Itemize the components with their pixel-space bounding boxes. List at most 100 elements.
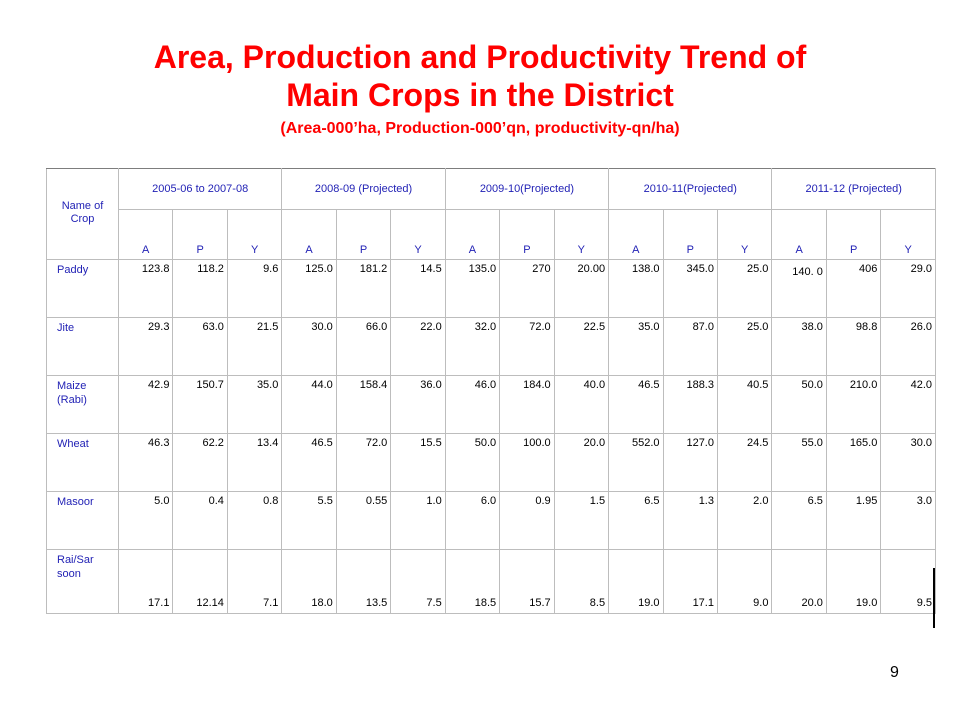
table-cell: 42.9 [117, 375, 174, 434]
table-cell: 1.0 [390, 491, 446, 550]
crop-name: Paddy [46, 259, 119, 318]
table-cell: 19.0 [825, 549, 882, 614]
table-cell: 0.55 [335, 491, 392, 550]
table-cell: 0.8 [226, 491, 283, 550]
table-cell: 29.0 [880, 259, 936, 318]
table-cell: 20.00 [553, 259, 610, 318]
table-cell: 138.0 [608, 259, 664, 318]
table-cell: 123.8 [117, 259, 174, 318]
table-cell: 32.0 [444, 317, 501, 376]
table-cell: 127.0 [662, 433, 718, 492]
table-cell: 1.3 [662, 491, 718, 550]
table-cell: 72.0 [499, 317, 555, 376]
table-cell: 50.0 [771, 375, 827, 434]
slide-title-line-1: Area, Production and Productivity Trend … [153, 39, 807, 75]
page-number: 9 [890, 664, 899, 681]
table-cell: 66.0 [335, 317, 392, 376]
table-cell: 18.5 [444, 549, 501, 614]
table-cell: 0.9 [499, 491, 555, 550]
table-cell: 21.5 [226, 317, 283, 376]
sub-header-y: Y [390, 209, 446, 260]
table-cell: 29.3 [117, 317, 174, 376]
table-cell: 30.0 [880, 433, 936, 492]
table-cell: 50.0 [444, 433, 501, 492]
table-cell: 22.5 [553, 317, 610, 376]
table-cell: 135.0 [444, 259, 501, 318]
table-row: Wheat 46.3 62.2 13.4 46.5 72.0 15.5 50.0 100.0 20… [46, 433, 936, 492]
table-cell: 7.1 [226, 549, 283, 614]
table-cell: 14.5 [390, 259, 446, 318]
table-cell: 25.0 [716, 317, 773, 376]
table-cell: 7.5 [390, 549, 446, 614]
table-cell: 35.0 [608, 317, 664, 376]
table-cell: 118.2 [172, 259, 228, 318]
table-cell: 406 [825, 259, 882, 318]
table-cell: 8.5 [553, 549, 610, 614]
table-cell: 6.5 [771, 491, 827, 550]
table-cell: 25.0 [716, 259, 773, 318]
table-cell: 13.4 [226, 433, 283, 492]
table-cell: 0.4 [172, 491, 228, 550]
table-cell: 9.5 [880, 549, 936, 614]
table-cell: 165.0 [825, 433, 882, 492]
sub-header-a: A [281, 209, 337, 260]
table-cell: 125.0 [281, 259, 337, 318]
sub-header-y: Y [553, 209, 610, 260]
table-cell: 20.0 [771, 549, 827, 614]
sub-header-a: A [444, 209, 501, 260]
table-cell: 15.7 [499, 549, 555, 614]
table-cell: 6.0 [444, 491, 501, 550]
crop-name: Rai/Sar soon [46, 549, 119, 614]
table-cell: 63.0 [172, 317, 228, 376]
table-cell: 15.5 [390, 433, 446, 492]
table-cell: 9.0 [716, 549, 773, 614]
table-cell: 1.5 [553, 491, 610, 550]
table-cell: 38.0 [771, 317, 827, 376]
table-cell: 140. 0 [771, 259, 827, 318]
sub-header-p: P [335, 209, 392, 260]
table-cell: 42.0 [880, 375, 936, 434]
name-of-crop-header: Name of Crop [46, 168, 119, 260]
slide-title-line-2: Main Crops in the District [286, 77, 674, 113]
table-cell: 20.0 [553, 433, 610, 492]
crop-name: Jite [46, 317, 119, 376]
table-cell: 46.5 [281, 433, 337, 492]
table-cell: 22.0 [390, 317, 446, 376]
table-cell: 35.0 [226, 375, 283, 434]
sub-header-p: P [172, 209, 228, 260]
sub-header-p: P [825, 209, 882, 260]
sub-header-a: A [608, 209, 664, 260]
table-cell: 26.0 [880, 317, 936, 376]
table-cell: 2.0 [716, 491, 773, 550]
table-cell: 46.5 [608, 375, 664, 434]
table-cell: 5.0 [117, 491, 174, 550]
table-cell: 40.5 [716, 375, 773, 434]
sub-header-a: A [117, 209, 174, 260]
period-header: 2009-10(Projected) [444, 168, 610, 210]
table-cell: 18.0 [281, 549, 337, 614]
sub-header-p: P [499, 209, 555, 260]
table-cell: 6.5 [608, 491, 664, 550]
table-cell: 17.1 [662, 549, 718, 614]
crop-name: Masoor [46, 491, 119, 550]
table-cell: 345.0 [662, 259, 718, 318]
table-cell: 72.0 [335, 433, 392, 492]
table-cell: 3.0 [880, 491, 936, 550]
table-cell: 552.0 [608, 433, 664, 492]
table-row: Paddy 123.8 118.2 9.6 125.0 181.2 14.5 135.0 270… [46, 259, 936, 318]
table-cell: 46.0 [444, 375, 501, 434]
period-header: 2008-09 (Projected) [281, 168, 446, 210]
table-cell: 46.3 [117, 433, 174, 492]
period-header: 2011-12 (Projected) [771, 168, 936, 210]
crop-name: Maize (Rabi) [46, 375, 119, 434]
edge-bar [933, 568, 935, 628]
table-cell: 100.0 [499, 433, 555, 492]
slide-title: Area, Production and Productivity Trend … [0, 38, 960, 114]
table-cell: 181.2 [335, 259, 392, 318]
table-row: Rai/Sar soon 17.1 12.14 7.1 18.0 13.5 7.5 18.5 1… [46, 549, 936, 614]
table-cell: 1.95 [825, 491, 882, 550]
table-cell: 12.14 [172, 549, 228, 614]
period-header-row: Name of Crop 2005-06 to 2007-08 2008-09 … [46, 168, 936, 260]
crop-name: Wheat [46, 433, 119, 492]
crop-trend-table: Name of Crop 2005-06 to 2007-08 2008-09 … [46, 168, 936, 614]
